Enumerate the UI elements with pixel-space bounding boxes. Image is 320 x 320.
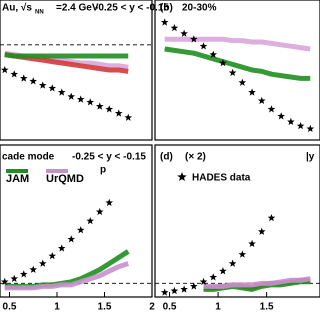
data-star bbox=[76, 95, 85, 103]
data-star bbox=[0, 277, 9, 286]
data-star bbox=[29, 265, 38, 273]
panel-annotation: (d) bbox=[160, 152, 173, 163]
data-star bbox=[0, 66, 9, 74]
model-band bbox=[164, 36, 311, 52]
data-star bbox=[306, 124, 315, 133]
panel-annotation: =2.4 GeV bbox=[56, 3, 99, 14]
legend-star bbox=[177, 172, 187, 182]
model-band bbox=[164, 46, 311, 81]
legend-label: HADES data bbox=[192, 173, 251, 184]
panel-frame bbox=[154, 144, 320, 298]
data-star bbox=[219, 267, 227, 275]
data-star bbox=[67, 235, 76, 243]
data-star bbox=[257, 227, 266, 235]
x-tick-label: 1 bbox=[54, 302, 60, 313]
data-star bbox=[248, 239, 256, 248]
x-tick-label: 0.5 bbox=[3, 302, 17, 313]
panel-frame bbox=[0, 0, 153, 141]
data-star bbox=[190, 35, 198, 43]
model-band bbox=[4, 261, 130, 291]
data-star bbox=[10, 70, 19, 78]
x-tick-label: 1 bbox=[215, 302, 221, 313]
data-star bbox=[29, 77, 38, 85]
data-star bbox=[19, 270, 28, 278]
data-star bbox=[219, 59, 227, 67]
panel-frame bbox=[154, 0, 320, 141]
model-band bbox=[4, 52, 129, 59]
panel-annotation: (× 2) bbox=[185, 152, 206, 163]
data-star bbox=[277, 112, 285, 120]
x-tick-label: 2 bbox=[149, 302, 155, 313]
data-star bbox=[86, 217, 95, 225]
panel-annotation: (b) bbox=[160, 3, 173, 14]
panel-annotation: p bbox=[100, 165, 106, 176]
data-star bbox=[267, 105, 276, 113]
data-star bbox=[48, 84, 57, 92]
data-star bbox=[209, 50, 218, 58]
data-star bbox=[180, 29, 188, 37]
data-star bbox=[180, 285, 188, 293]
data-star bbox=[76, 226, 85, 234]
data-star bbox=[257, 96, 266, 105]
data-star bbox=[86, 98, 95, 106]
data-star bbox=[160, 18, 169, 26]
x-tick-label: 1.5 bbox=[98, 302, 112, 313]
data-star bbox=[10, 274, 19, 282]
data-star bbox=[238, 250, 247, 258]
panel-annotation: |y bbox=[306, 152, 315, 163]
data-star bbox=[190, 282, 198, 290]
data-star bbox=[296, 122, 305, 130]
data-star bbox=[57, 244, 66, 252]
subscript-text: NN bbox=[35, 10, 44, 16]
data-star bbox=[228, 259, 237, 267]
panel-annotation: cade mode bbox=[2, 152, 55, 163]
data-star bbox=[105, 105, 114, 113]
model-band bbox=[203, 276, 311, 289]
data-star bbox=[19, 74, 28, 82]
data-star bbox=[199, 42, 208, 50]
data-star bbox=[124, 113, 133, 121]
data-star bbox=[199, 277, 208, 286]
panel-annotation: 20-30% bbox=[182, 3, 217, 14]
data-star bbox=[57, 88, 66, 96]
x-tick-label: 1.5 bbox=[260, 302, 274, 313]
panel-annotation: Au, √s bbox=[2, 3, 32, 14]
data-star bbox=[228, 68, 237, 77]
legend-label: UrQMD bbox=[46, 173, 84, 185]
legend-label: JAM bbox=[6, 173, 29, 185]
data-star bbox=[38, 81, 47, 89]
panel-annotation: -0.25 < y < -0.15 bbox=[95, 3, 169, 14]
data-star bbox=[105, 198, 114, 206]
panel-annotation: -0.25 < y < -0.15 bbox=[72, 152, 146, 163]
data-star bbox=[267, 213, 276, 222]
legend-swatch bbox=[46, 169, 68, 173]
data-star bbox=[170, 286, 179, 295]
data-star bbox=[48, 251, 57, 260]
data-star bbox=[170, 24, 179, 32]
x-tick-label: 0.5 bbox=[163, 302, 177, 313]
data-star bbox=[248, 88, 256, 96]
legend-swatch bbox=[6, 169, 28, 173]
panel-frame bbox=[0, 144, 153, 298]
data-star bbox=[238, 78, 247, 86]
data-star bbox=[95, 102, 104, 110]
data-star bbox=[287, 117, 295, 126]
data-star bbox=[114, 109, 123, 117]
data-star bbox=[38, 259, 47, 267]
data-star bbox=[209, 273, 218, 281]
data-star bbox=[160, 288, 169, 296]
data-star bbox=[67, 92, 76, 100]
data-star bbox=[95, 207, 104, 216]
